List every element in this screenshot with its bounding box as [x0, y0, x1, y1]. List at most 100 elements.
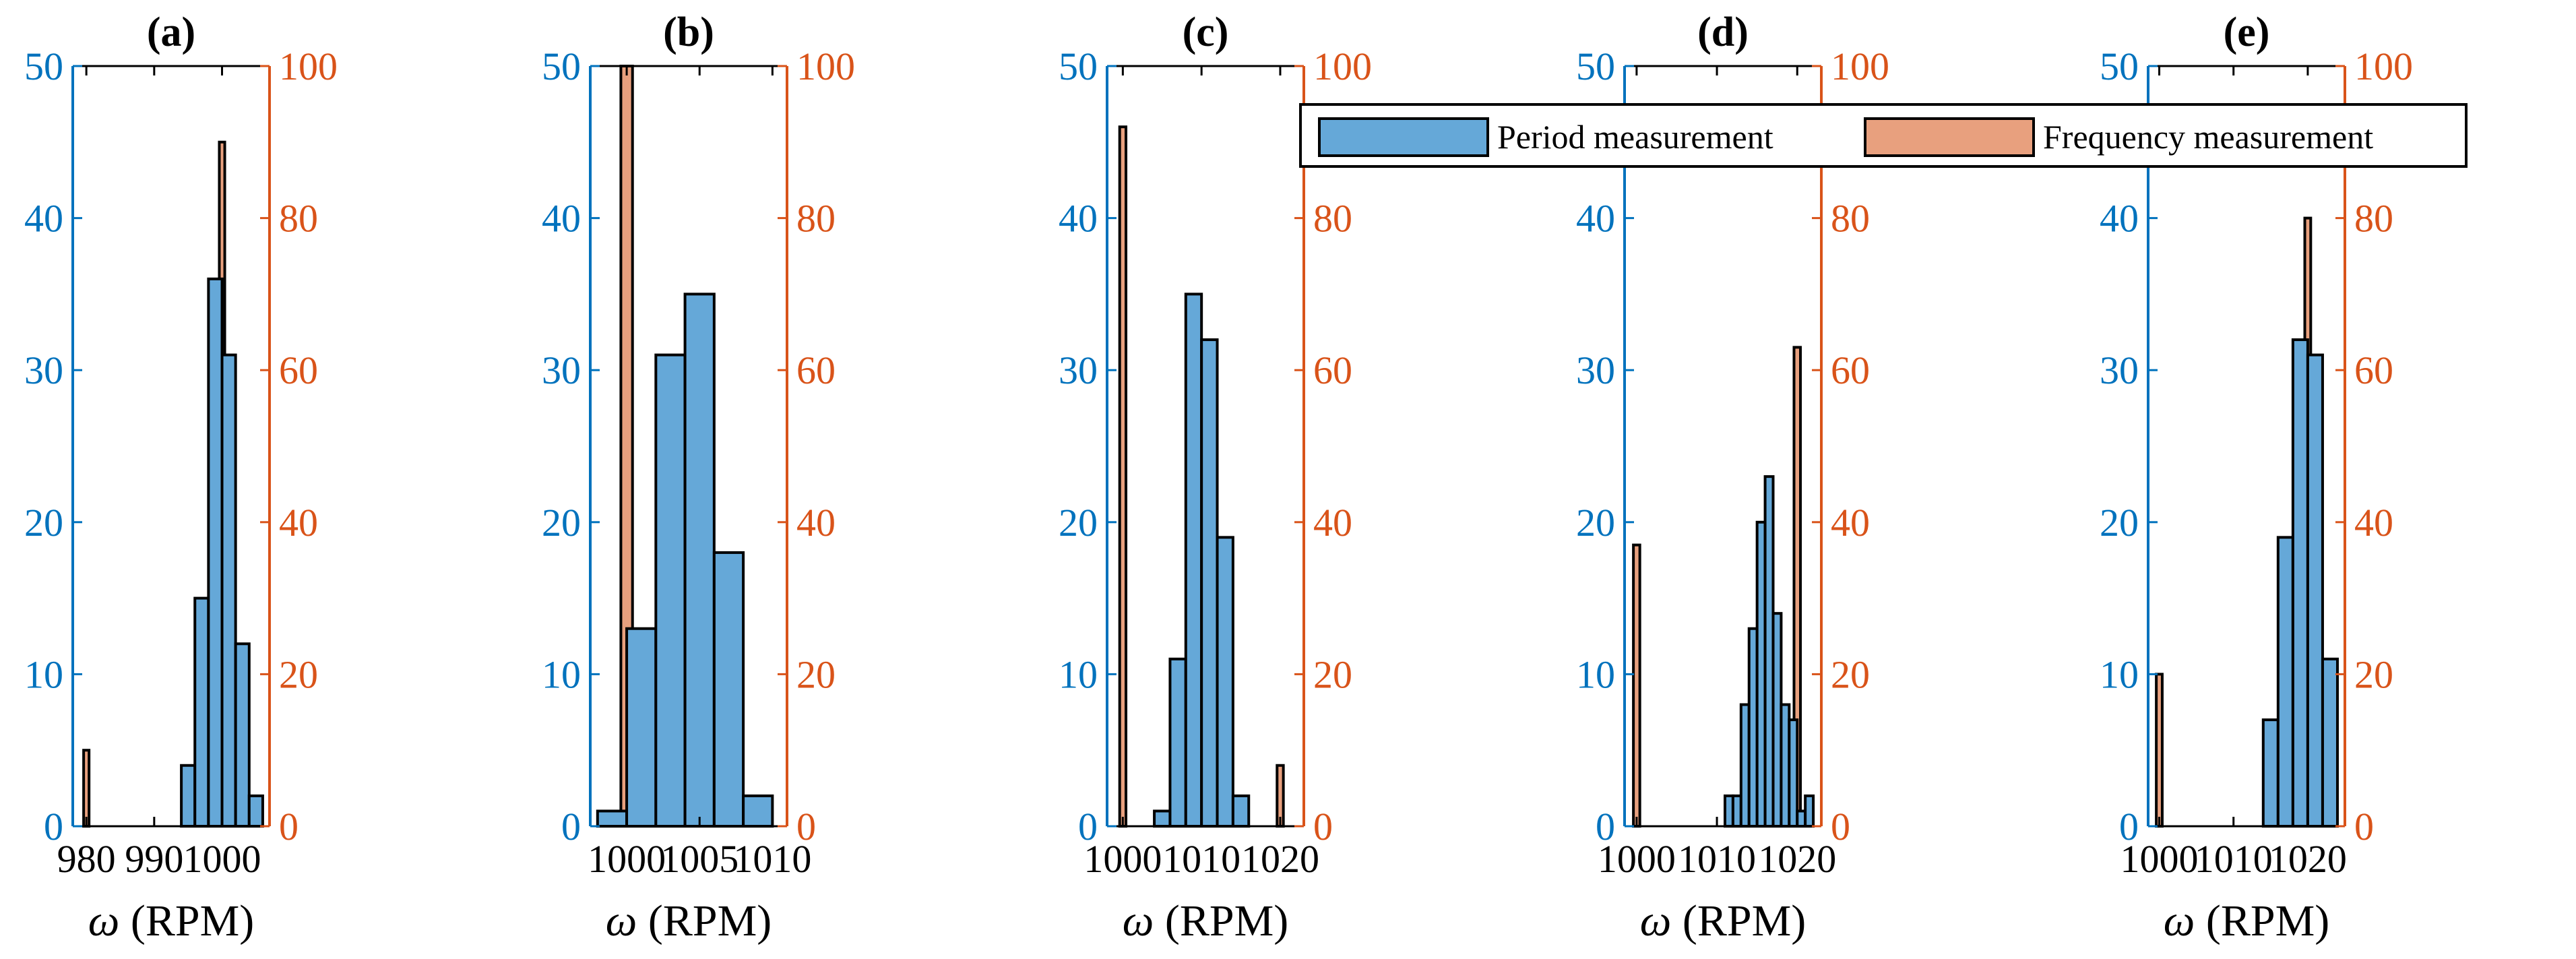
right-y-tick-label: 100: [1313, 44, 1372, 88]
right-y-tick-label: 0: [1831, 805, 1850, 848]
period-bar: [742, 794, 774, 828]
x-tick-label: 1010: [1678, 837, 1756, 881]
x-tick-label: 1005: [660, 837, 739, 881]
left-y-tick-label: 40: [2100, 197, 2139, 241]
left-y-tick-label: 0: [1078, 805, 1098, 848]
period-bar: [220, 353, 237, 828]
right-y-tick-label: 60: [2354, 348, 2393, 392]
left-y-tick-label: 40: [1059, 197, 1098, 241]
period-bar: [654, 353, 687, 828]
left-y-tick-label: 40: [542, 197, 581, 241]
left-y-tick-label: 30: [24, 348, 63, 392]
period-bar: [2261, 718, 2280, 828]
panel-title: (c): [1183, 9, 1229, 55]
x-tick-label: 990: [125, 837, 183, 881]
legend-label-period: Period measurement: [1497, 118, 1773, 156]
right-y-tick-label: 60: [1831, 348, 1870, 392]
panel-title: (b): [663, 9, 714, 55]
left-y-tick-label: 10: [1059, 652, 1098, 696]
x-axis-label: ω (RPM): [606, 896, 772, 946]
right-y-tick-label: 60: [796, 348, 836, 392]
period-bar: [1804, 794, 1815, 828]
left-y-tick-label: 10: [1576, 652, 1615, 696]
right-y-tick-label: 40: [2354, 501, 2393, 545]
left-y-tick-label: 20: [1576, 501, 1615, 545]
left-y-tick-label: 50: [1576, 44, 1615, 88]
left-y-tick-label: 10: [542, 652, 581, 696]
x-tick-label: 1010: [733, 837, 811, 881]
right-y-tick-label: 100: [2354, 44, 2413, 88]
period-bar: [207, 277, 224, 828]
frequency-bar: [1118, 125, 1128, 828]
right-y-tick-label: 40: [1831, 501, 1870, 545]
right-y-tick-label: 20: [796, 652, 836, 696]
right-y-tick-label: 0: [2354, 805, 2374, 848]
right-y-tick-label: 80: [796, 197, 836, 241]
x-tick-label: 1020: [2269, 837, 2347, 881]
panel-a: 0 10 20 30 40 50 0 20 40 60 80 100 980 990 1000 (a) ω (R…: [24, 9, 338, 946]
right-y-tick-label: 40: [1313, 501, 1352, 545]
period-bar: [1184, 292, 1203, 828]
right-y-tick-label: 100: [796, 44, 855, 88]
right-y-tick-label: 80: [279, 197, 318, 241]
x-tick-label: 1000: [183, 837, 261, 881]
period-bar: [2321, 657, 2339, 828]
legend-label-frequency: Frequency measurement: [2043, 118, 2373, 156]
panel-title: (d): [1697, 9, 1749, 55]
right-y-tick-label: 20: [279, 652, 318, 696]
x-tick-label: 1020: [1758, 837, 1836, 881]
legend: Period measurement Frequency measurement: [1299, 103, 2468, 168]
left-y-tick-label: 50: [1059, 44, 1098, 88]
period-bar: [2276, 536, 2294, 828]
period-bar: [180, 764, 197, 828]
right-y-tick-label: 0: [1313, 805, 1333, 848]
period-bar: [625, 627, 658, 828]
left-y-tick-label: 30: [1059, 348, 1098, 392]
left-y-tick-label: 20: [542, 501, 581, 545]
left-y-tick-label: 0: [2119, 805, 2139, 848]
left-y-tick-label: 30: [1576, 348, 1615, 392]
period-bar: [234, 642, 251, 828]
left-y-tick-label: 50: [24, 44, 63, 88]
frequency-bar: [82, 749, 91, 828]
period-bar: [596, 809, 629, 828]
left-y-tick-label: 0: [44, 805, 63, 848]
right-y-tick-label: 40: [796, 501, 836, 545]
left-y-tick-label: 0: [1596, 805, 1615, 848]
x-axis-label: ω (RPM): [1123, 896, 1288, 946]
left-y-tick-label: 20: [1059, 501, 1098, 545]
left-y-tick-label: 30: [2100, 348, 2139, 392]
period-bar: [683, 292, 716, 828]
right-y-tick-label: 80: [1831, 197, 1870, 241]
period-bar: [247, 794, 264, 828]
right-y-tick-label: 20: [2354, 652, 2393, 696]
right-y-tick-label: 20: [1831, 652, 1870, 696]
period-bar: [2306, 353, 2324, 828]
right-y-tick-label: 60: [1313, 348, 1352, 392]
panel-title: (e): [2224, 9, 2270, 55]
period-bar: [1231, 794, 1251, 828]
period-bar: [1153, 809, 1172, 828]
right-y-tick-label: 20: [1313, 652, 1352, 696]
period-bar: [712, 551, 745, 828]
right-y-tick-label: 100: [1831, 44, 1889, 88]
right-y-tick-label: 0: [279, 805, 299, 848]
right-y-tick-label: 0: [796, 805, 816, 848]
left-y-tick-label: 20: [2100, 501, 2139, 545]
x-tick-label: 1000: [1598, 837, 1676, 881]
left-y-tick-label: 30: [542, 348, 581, 392]
legend-swatch-frequency: [1864, 117, 2035, 157]
left-y-tick-label: 20: [24, 501, 63, 545]
period-bar: [2291, 338, 2309, 828]
panel-title: (a): [147, 9, 195, 55]
period-bar: [1168, 657, 1187, 828]
x-axis-label: ω (RPM): [1640, 896, 1806, 946]
x-tick-label: 1020: [1241, 837, 1319, 881]
right-y-tick-label: 60: [279, 348, 318, 392]
left-y-tick-label: 50: [542, 44, 581, 88]
x-tick-label: 1010: [2195, 837, 2273, 881]
left-y-tick-label: 10: [24, 652, 63, 696]
